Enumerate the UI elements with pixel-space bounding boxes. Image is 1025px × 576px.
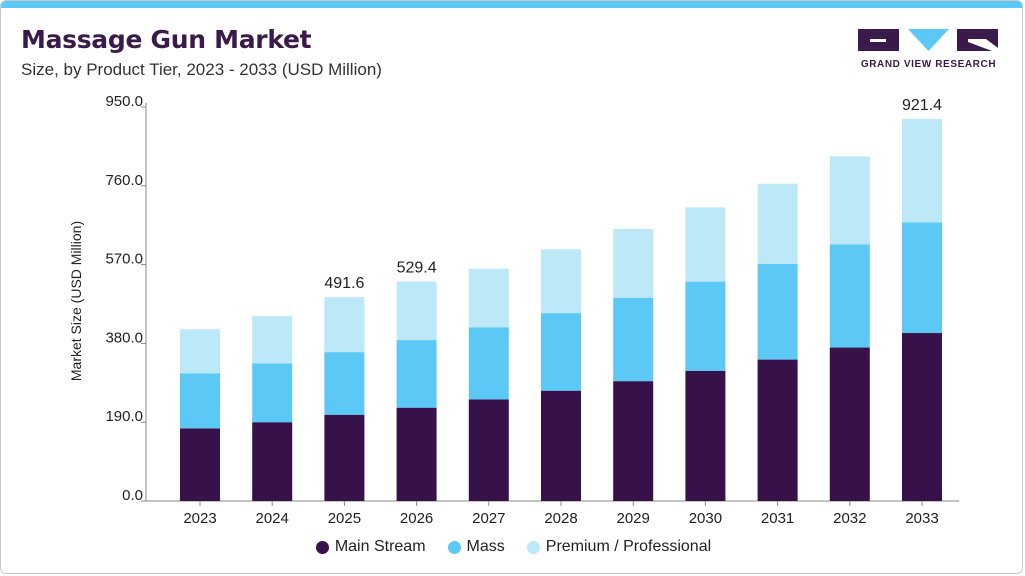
bar-premium-professional-2028 [541,249,581,314]
bar-mass-2033 [902,222,942,334]
x-tick-label: 2024 [256,510,289,527]
y-tick-label: 570.0 [105,251,143,268]
bar-premium-professional-2030 [685,207,726,282]
y-tick-label: 190.0 [105,408,143,425]
bar-mass-2029 [613,297,654,382]
bar-mass-2026 [396,340,437,408]
bar-premium-professional-2026 [396,281,437,341]
bar-mass-2031 [757,263,798,360]
legend-swatch [315,540,329,554]
bar-main-stream-2031 [757,359,798,501]
y-tick-label: 950.0 [105,93,143,110]
bar-main-stream-2026 [396,407,437,501]
x-axis-ticks: 2023 2024 2025 2026 2027 2028 2029 2030 2031 2032… [183,501,939,527]
x-tick-label: 2031 [761,510,794,527]
x-tick-label: 2027 [472,510,505,527]
x-tick-label: 2025 [328,510,361,527]
y-tick-label: 380.0 [105,329,143,346]
bar-premium-professional-2025 [324,297,365,353]
bar-main-stream-2029 [613,381,654,501]
bars [180,118,942,501]
accent-bar [1,1,1022,8]
y-tick-label: 0.0 [122,487,143,504]
data-label: 921.4 [902,97,942,114]
legend-label: Main Stream [334,538,426,555]
bar-mass-2028 [541,313,581,391]
x-tick-label: 2023 [183,510,216,527]
bar-main-stream-2033 [902,333,942,501]
x-tick-label: 2026 [400,510,433,527]
legend-swatch [447,540,461,554]
chart-title: Massage Gun Market [21,25,312,54]
y-axis-ticks: 0.0 190.0 380.0 570.0 760.0 950.0 [105,93,146,504]
bar-premium-professional-2027 [468,268,509,328]
bar-mass-2032 [829,244,870,348]
x-tick-label: 2030 [689,510,722,527]
legend-item: Mass [447,538,505,556]
chart-legend: Main Stream Mass Premium / Professional [1,538,1022,556]
bar-mass-2030 [685,281,726,371]
bar-premium-professional-2032 [829,156,870,245]
bar-main-stream-2023 [180,428,220,501]
chart-subtitle: Size, by Product Tier, 2023 - 2033 (USD … [21,60,382,79]
bar-main-stream-2032 [829,347,870,501]
bar-main-stream-2024 [252,422,293,501]
y-axis-title: Market Size (USD Million) [68,221,84,381]
bar-main-stream-2030 [685,370,726,501]
x-tick-label: 2028 [544,510,577,527]
legend-label: Premium / Professional [545,538,712,555]
bar-mass-2023 [180,373,220,429]
bar-main-stream-2027 [468,399,509,501]
bar-mass-2024 [252,363,293,423]
bar-premium-professional-2024 [252,316,293,364]
bar-premium-professional-2029 [613,228,654,298]
x-tick-label: 2033 [905,510,938,527]
bar-premium-professional-2033 [902,118,942,223]
logo-text: GRAND VIEW RESEARCH [860,59,997,70]
data-label: 491.6 [324,275,364,292]
grand-view-research-logo: GRAND VIEW RESEARCH [856,29,1001,73]
legend-label: Mass [466,538,505,555]
bar-main-stream-2028 [541,390,581,501]
logo-mark-icon [858,29,998,51]
data-labels: 491.6 529.4 921.4 [324,97,942,292]
bar-mass-2025 [324,352,365,415]
legend-item: Main Stream [315,538,426,556]
bar-premium-professional-2031 [757,183,798,264]
y-tick-label: 760.0 [105,172,143,189]
legend-item: Premium / Professional [526,538,712,556]
x-tick-label: 2032 [833,510,866,527]
bar-mass-2027 [468,327,509,400]
x-tick-label: 2029 [617,510,650,527]
data-label: 529.4 [397,259,437,276]
bar-main-stream-2025 [324,414,365,501]
legend-swatch [526,540,540,554]
bar-premium-professional-2023 [180,329,220,374]
